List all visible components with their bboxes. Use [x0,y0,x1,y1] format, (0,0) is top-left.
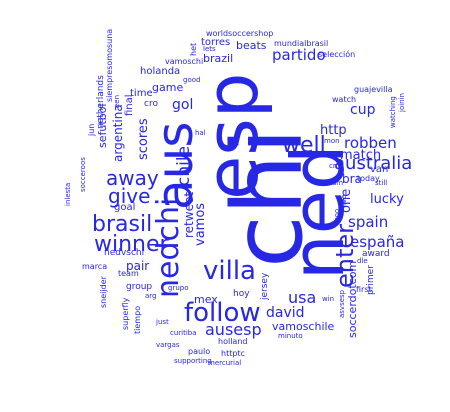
word-australia: australia [334,153,413,174]
word-paulo: paulo [188,347,211,356]
word-cdm: cdm [328,179,344,187]
word-soo: soo [333,208,341,221]
word-pair: pair [126,259,150,273]
word-esp: esp [190,72,274,200]
word-today: today [357,174,380,183]
word-nedvschi: nedvschi [104,248,145,258]
word-live: live [340,194,348,207]
word-soccerdotcom: soccerdotcom [346,260,359,338]
word-vamos: vamos [193,202,208,246]
word-torres: torres [201,37,231,48]
word-httptc: httptc [221,349,245,358]
word-het: het [189,42,198,56]
word-curitiba: curitiba [170,329,197,337]
word-goal: goal [114,202,136,213]
word-follow: follow [184,298,261,328]
word-mundialbrasil: mundialbrasil [274,39,329,48]
word-holland: holland [218,337,248,346]
word-vargas: vargas [156,341,180,349]
word-hoy: hoy [233,289,250,299]
word-first: first [356,285,372,294]
word-david: david [266,305,305,321]
word-group: group [126,282,153,292]
word-marca: marca [82,262,108,271]
word-bra: bra [342,172,362,186]
word-argentina: argentina [111,104,125,162]
word-minuto: minuto [278,332,303,340]
word-chile: chile [174,145,194,186]
word-siempresomosuna: siempresomosuna [105,28,114,102]
word-partido: partido [272,46,326,64]
word-brasil: brasil [92,212,153,237]
word-mon: mon [324,137,340,145]
word-mercurial: mercurial [208,359,242,367]
word-vamoschile: vamoschile [272,320,335,333]
word-socceroos: socceroos [79,157,87,192]
word-good: good [183,76,201,84]
word-http: http [320,123,347,138]
word-lets: lets [203,45,216,53]
word-cup: cup [350,102,376,118]
word-hal: hal [195,129,206,137]
word-team: team [118,269,139,278]
word-arg: arg [145,292,157,300]
word-time: time [130,88,153,99]
word-cro: cro [144,99,158,109]
word-watching: watching [389,96,397,128]
word-espana: españa [350,233,405,251]
word-well: well [282,133,326,158]
word-superfly: superfly [121,297,130,330]
word-holanda: holanda [140,66,181,77]
word-award: award [362,249,390,259]
word-dle: dle [357,257,368,265]
word-win: win [322,295,335,303]
word-give: give [108,184,151,208]
word-sneijder: sneijder [99,276,108,308]
word-watch: watch [332,95,357,104]
word-spain: spain [348,213,389,231]
word-jersey: jersey [260,272,270,300]
word-final: final [124,94,135,116]
word-game: game [152,81,184,94]
word-tiempo: tiempo [133,305,142,334]
word-gol: gol [172,97,194,113]
word-joinin: joinin [398,93,406,112]
word-usa: usa [288,288,317,307]
word-inlesta: inlesta [64,182,72,206]
word-just: just [156,318,169,326]
word-lucky: lucky [370,192,404,207]
word-seleccion: selección [318,50,356,59]
word-asvsesp: asvsesp [338,289,346,318]
word-still: still [375,179,388,187]
word-supporting: supporting [174,357,212,365]
word-vamoschi: vamoschi [165,57,204,66]
word-match: match [340,148,382,163]
word-grupo: grupo [168,284,189,292]
word-ausesp: ausesp [205,320,262,339]
word-away: away [106,166,159,190]
word-worldsoccershop: worldsoccershop [206,29,274,38]
word-brazil: brazil [203,52,234,65]
word-scores: scores [136,118,151,160]
word-beats: beats [236,39,267,52]
word-guajevilla: guajevilla [354,85,393,94]
word-robben: robben [344,134,397,152]
word-jun: jun [87,123,96,136]
word-mex: mex [194,293,218,306]
word-cmr: cmr [329,162,343,170]
word-van: van [370,164,389,175]
word-winner: winner [94,232,169,257]
word-villa: villa [203,256,256,286]
